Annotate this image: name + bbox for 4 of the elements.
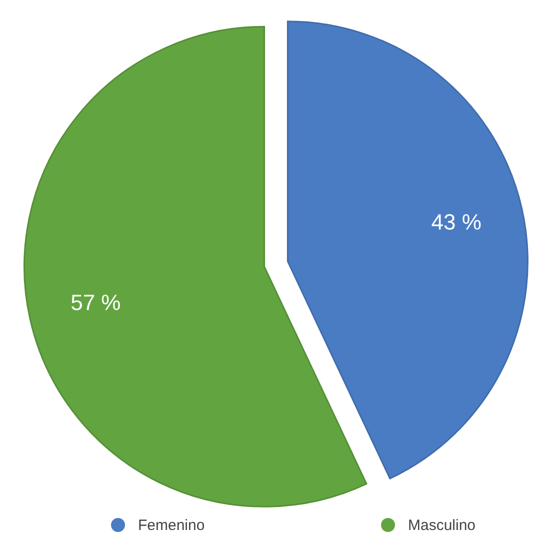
legend-label: Masculino xyxy=(408,517,476,534)
legend-label: Femenino xyxy=(138,517,205,534)
data-label: 57 % xyxy=(70,290,121,316)
data-label: 43 % xyxy=(431,210,482,234)
